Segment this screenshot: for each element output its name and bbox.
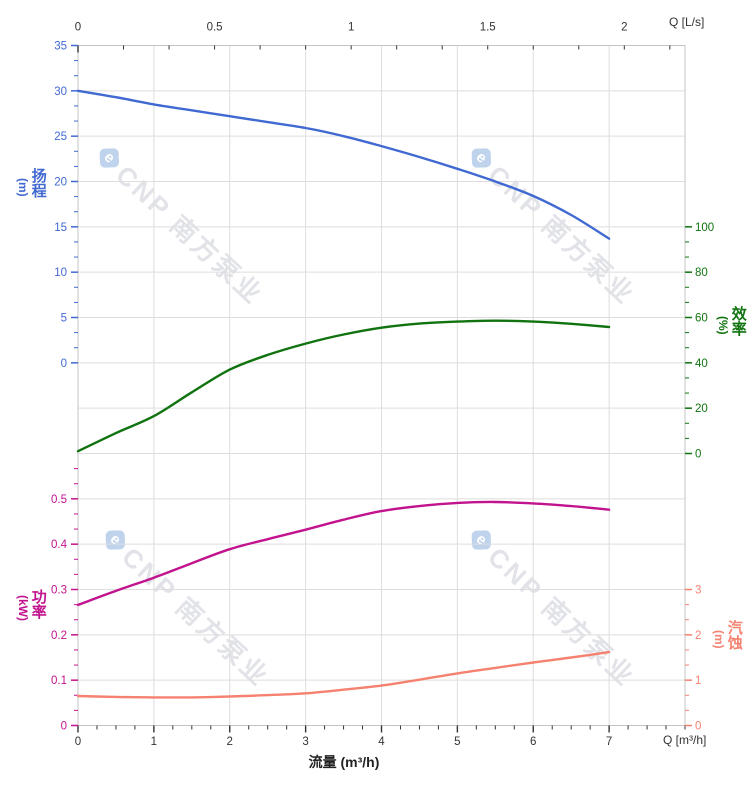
svg-text:100: 100 — [695, 222, 714, 234]
svg-text:0: 0 — [61, 358, 67, 370]
svg-text:3: 3 — [695, 585, 701, 597]
svg-text:4: 4 — [378, 736, 385, 748]
svg-text:0.5: 0.5 — [51, 494, 67, 506]
head-axis-name: 扬程 — [29, 168, 47, 198]
curve-npsh — [76, 650, 611, 699]
npsh-axis-name: 汽蚀 — [725, 620, 743, 650]
svg-text:2: 2 — [227, 736, 233, 748]
efficiency-axis-name: 效率 — [729, 306, 747, 336]
power-axis-title: 功率 (kW) — [16, 586, 47, 622]
svg-text:5: 5 — [61, 313, 67, 325]
svg-text:1: 1 — [151, 736, 157, 748]
svg-text:80: 80 — [695, 267, 708, 279]
svg-text:25: 25 — [54, 131, 67, 143]
svg-text:7: 7 — [606, 736, 612, 748]
npsh-axis-unit: (m) — [712, 630, 727, 649]
svg-text:30: 30 — [54, 86, 67, 98]
svg-text:0.3: 0.3 — [51, 585, 67, 597]
svg-text:1: 1 — [695, 675, 701, 687]
svg-text:2: 2 — [621, 22, 627, 34]
svg-text:15: 15 — [54, 222, 67, 234]
svg-text:60: 60 — [695, 313, 708, 325]
svg-text:0: 0 — [695, 721, 701, 733]
head-axis-unit: (m) — [16, 178, 31, 197]
power-axis-unit: (kW) — [16, 595, 31, 621]
head-axis-title: 扬程 (m) — [16, 168, 47, 198]
svg-text:0: 0 — [695, 449, 701, 461]
top-axis-unit-label: Q [L/s] — [669, 15, 705, 29]
svg-text:0.2: 0.2 — [51, 630, 67, 642]
svg-text:0.4: 0.4 — [51, 539, 68, 551]
svg-text:6: 6 — [530, 736, 536, 748]
svg-text:3: 3 — [302, 736, 308, 748]
svg-text:0.5: 0.5 — [207, 22, 223, 34]
npsh-axis-title: 汽蚀 (m) — [712, 620, 743, 650]
bottom-axis-unit-label: Q [m³/h] — [663, 733, 707, 747]
svg-text:20: 20 — [54, 177, 67, 189]
svg-text:1: 1 — [348, 22, 354, 34]
efficiency-axis-title: 效率 (%) — [716, 306, 747, 336]
svg-text:10: 10 — [54, 267, 67, 279]
svg-text:2: 2 — [695, 630, 701, 642]
flow-axis-title: 流量 (m³/h) — [308, 754, 380, 770]
efficiency-axis-unit: (%) — [716, 316, 731, 335]
curve-power — [76, 500, 611, 607]
svg-text:0: 0 — [75, 22, 81, 34]
svg-text:0: 0 — [61, 721, 67, 733]
svg-text:1.5: 1.5 — [480, 22, 496, 34]
svg-text:20: 20 — [695, 403, 708, 415]
svg-text:0.1: 0.1 — [51, 675, 67, 687]
svg-text:5: 5 — [454, 736, 460, 748]
svg-text:35: 35 — [54, 41, 67, 53]
svg-text:40: 40 — [695, 358, 708, 370]
curve-head — [76, 89, 611, 240]
power-axis-name: 功率 — [29, 588, 47, 619]
curve-efficiency — [76, 319, 611, 453]
svg-text:0: 0 — [75, 736, 81, 748]
